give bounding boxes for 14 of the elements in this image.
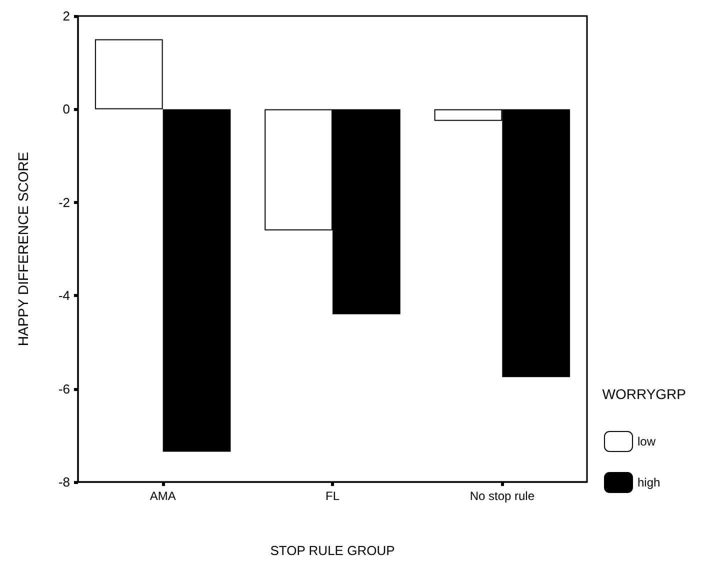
y-tick-label: -4	[58, 288, 70, 304]
y-axis-title: HAPPY DIFFERENCE SCORE	[15, 152, 31, 346]
legend-title: WORRYGRP	[602, 386, 686, 402]
legend-label: high	[638, 476, 660, 490]
y-tick-label: 2	[62, 8, 70, 24]
y-tick-label: -8	[58, 474, 70, 490]
y-tick-label: -2	[58, 194, 70, 210]
x-tick-label: AMA	[150, 489, 176, 503]
x-axis-title: STOP RULE GROUP	[270, 543, 395, 558]
x-tick-label: FL	[325, 489, 340, 503]
y-tick-label: -6	[58, 381, 70, 396]
y-tick-label: 0	[62, 102, 70, 117]
x-tick-label: No stop rule	[470, 489, 535, 503]
legend-label: low	[638, 434, 656, 448]
